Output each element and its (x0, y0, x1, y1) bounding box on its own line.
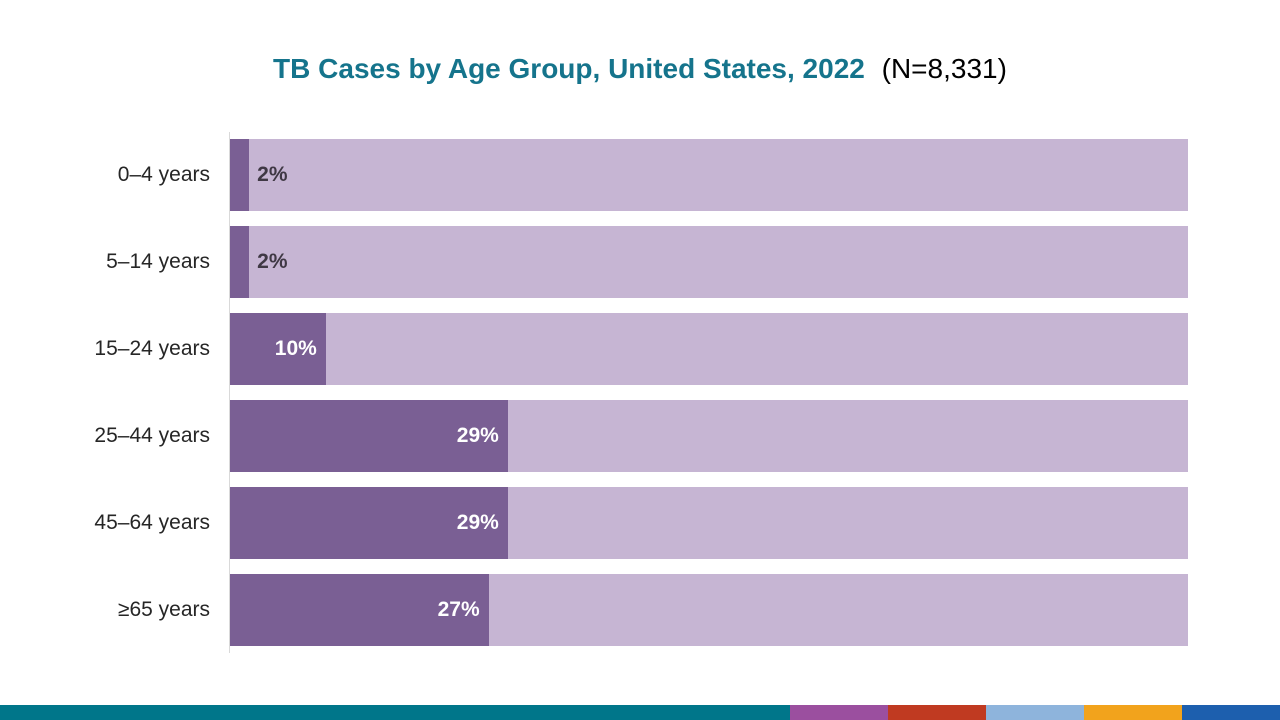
bar-row-0-4-years: 0–4 years 2% (0, 139, 1188, 211)
bar-value-label: 10% (274, 337, 317, 360)
category-label: ≥65 years (117, 598, 210, 621)
y-axis-line (229, 132, 230, 653)
bar-track: 27% (230, 574, 1188, 646)
bar-track: 2% (230, 226, 1188, 298)
category-label: 45–64 years (94, 511, 210, 534)
bar-fill: 29% (230, 487, 508, 559)
bar-fill (230, 139, 250, 211)
bar-value-label: 2% (257, 250, 288, 273)
chart-title-n-count: (N=8,331) (881, 53, 1007, 84)
bar-track: 2% (230, 139, 1188, 211)
footer-segment-blue (1182, 705, 1280, 720)
bar-fill: 27% (230, 574, 489, 646)
bar-value-label: 29% (456, 511, 499, 534)
footer-segment-orange (1084, 705, 1182, 720)
bar-track: 10% (230, 313, 1188, 385)
bar-chart: 0–4 years 2% 5–14 years 2% 15–24 years 1… (0, 132, 1188, 653)
bar-row-15-24-years: 15–24 years 10% (0, 313, 1188, 385)
bar-value-label: 29% (456, 424, 499, 447)
footer-segment-red (888, 705, 986, 720)
footer-segment-purple (790, 705, 888, 720)
footer-segment-teal (0, 705, 790, 720)
bar-fill (230, 226, 250, 298)
bar-track: 29% (230, 400, 1188, 472)
category-label: 0–4 years (117, 163, 210, 186)
bar-fill: 29% (230, 400, 508, 472)
category-label: 25–44 years (94, 424, 210, 447)
bar-fill: 10% (230, 313, 326, 385)
bar-row-45-64-years: 45–64 years 29% (0, 487, 1188, 559)
bar-row-25-44-years: 25–44 years 29% (0, 400, 1188, 472)
bar-track: 29% (230, 487, 1188, 559)
category-label: 5–14 years (106, 250, 210, 273)
bar-row-5-14-years: 5–14 years 2% (0, 226, 1188, 298)
category-label: 15–24 years (94, 337, 210, 360)
chart-title: TB Cases by Age Group, United States, 20… (0, 52, 1280, 86)
bar-row-65-plus-years: ≥65 years 27% (0, 574, 1188, 646)
footer-segment-lightblue (986, 705, 1084, 720)
bar-value-label: 2% (257, 163, 288, 186)
bar-value-label: 27% (437, 598, 480, 621)
footer-color-band (0, 705, 1280, 720)
chart-title-main: TB Cases by Age Group, United States, 20… (273, 53, 865, 84)
